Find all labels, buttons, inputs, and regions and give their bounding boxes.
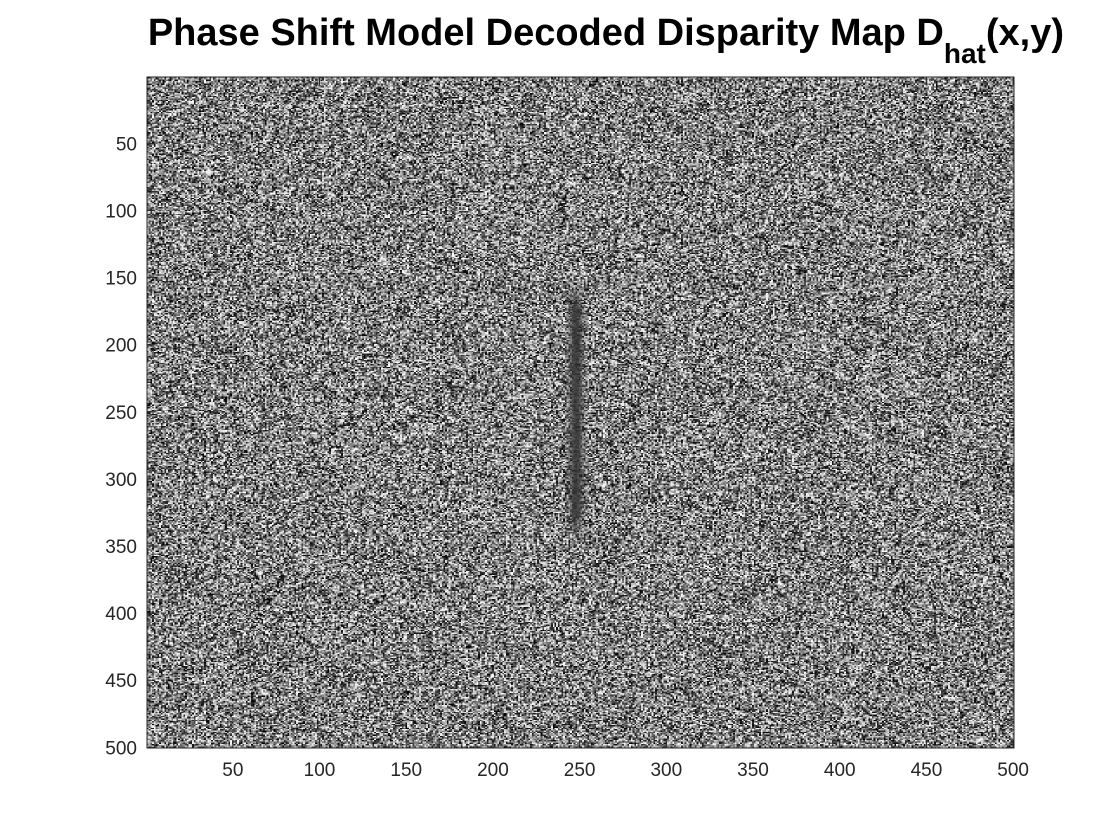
plot-area-frame [146, 76, 1015, 749]
y-axis-ticks: 50 100 150 200 250 300 350 400 450 500 [105, 134, 1014, 759]
x-tick-label: 500 [997, 760, 1029, 781]
x-tick-label: 400 [824, 760, 856, 781]
chart-title-main: Phase Shift Model Decoded Disparity Map … [148, 12, 944, 54]
y-tick-label: 350 [105, 537, 137, 558]
y-tick-label: 200 [105, 336, 137, 357]
heatmap-image-container [147, 77, 1014, 748]
x-tick-label: 100 [304, 760, 336, 781]
y-tick-label: 450 [105, 671, 137, 692]
y-tick-label: 400 [105, 604, 137, 625]
x-tick-label: 350 [737, 760, 769, 781]
x-tick-label: 450 [911, 760, 943, 781]
y-tick-label: 100 [105, 202, 137, 223]
y-tick-label: 250 [105, 403, 137, 424]
y-tick-label: 50 [116, 134, 137, 155]
x-tick-label: 150 [390, 760, 422, 781]
x-tick-label: 300 [650, 760, 682, 781]
y-tick-label: 300 [105, 470, 137, 491]
y-tick-label: 150 [105, 269, 137, 290]
chart-title: Phase Shift Model Decoded Disparity Map … [148, 12, 1064, 69]
chart-title-subscript: hat [944, 38, 986, 69]
heatmap-image [147, 77, 1014, 748]
x-axis-ticks: 50 100 150 200 250 300 350 400 450 500 [222, 77, 1029, 781]
chart-title-suffix: (x,y) [986, 12, 1064, 54]
x-tick-label: 50 [222, 760, 243, 781]
y-tick-label: 500 [105, 738, 137, 759]
x-tick-label: 250 [564, 760, 596, 781]
x-tick-label: 200 [477, 760, 509, 781]
